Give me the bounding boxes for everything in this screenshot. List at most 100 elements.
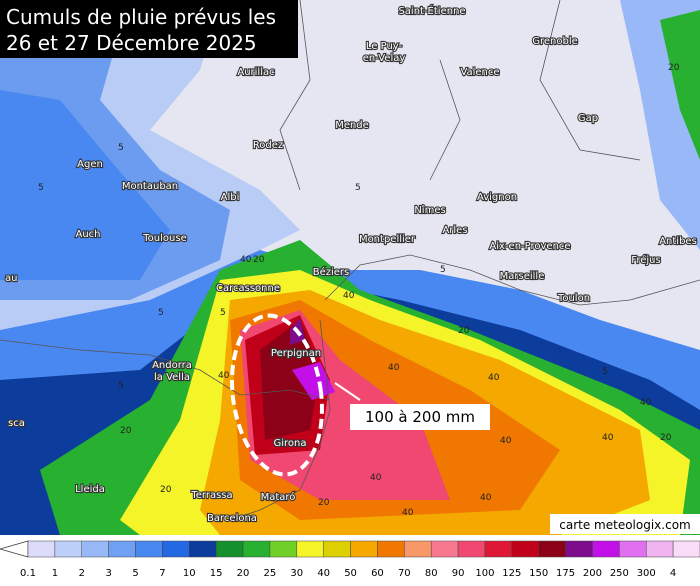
legend-label: 40 (317, 568, 330, 579)
city-label: Avignon (477, 192, 517, 203)
legend-swatch (350, 540, 378, 558)
city-label: Lleida (75, 484, 105, 495)
contour-label: 40 (480, 493, 492, 503)
city-label: Béziers (313, 266, 350, 278)
legend-swatch (565, 540, 593, 558)
city-label: en-Velay (363, 53, 406, 64)
city-label: Arles (442, 225, 467, 236)
city-label: Montauban (122, 181, 178, 192)
city-label: Toulon (557, 293, 590, 304)
contour-label: 40 (500, 436, 512, 446)
credit: carte meteologix.com (559, 518, 690, 532)
legend-swatch (269, 540, 298, 558)
legend-label: 175 (556, 568, 575, 579)
city-label: Grenoble (532, 36, 578, 47)
city-label: Nîmes (414, 204, 445, 216)
city-label: Aurillac (237, 67, 274, 78)
legend-swatch (511, 540, 539, 558)
legend-label: 80 (425, 568, 438, 579)
legend-label: 60 (371, 568, 384, 579)
city-label: Barcelona (207, 513, 257, 524)
borders (0, 0, 700, 521)
rain-field (0, 0, 700, 535)
legend-swatch (135, 540, 163, 558)
highlight-ellipse (230, 313, 324, 477)
contour-label: 5 (38, 183, 44, 193)
city-label: Montpellier (359, 234, 416, 245)
title-box (0, 0, 298, 58)
city-label: Perpignan (271, 348, 321, 359)
legend-label: 150 (529, 568, 548, 579)
contour-label: 40 (640, 398, 652, 408)
city-label: Albi (221, 192, 240, 203)
legend-swatch (457, 540, 486, 558)
legend-label: 100 (475, 568, 494, 579)
contour-label: 20 (668, 63, 680, 73)
legend-swatch (619, 540, 647, 558)
pointer (334, 382, 361, 401)
city-label: Marseille (500, 271, 545, 282)
legend-label: 1 (52, 568, 58, 579)
legend-swatch (215, 540, 244, 558)
annotation-box (350, 404, 490, 430)
city-label: Auch (75, 229, 100, 240)
legend-label: 70 (398, 568, 411, 579)
contour-label: 40 (343, 291, 355, 301)
legend-swatch (484, 540, 513, 558)
contour-label: 40 (218, 371, 230, 381)
city-label: au (5, 273, 17, 284)
contour-label: 20 (160, 485, 172, 495)
legend-swatch (538, 540, 566, 558)
city-label: Gap (578, 113, 598, 124)
contour-label: 5 (118, 143, 124, 153)
contour-label: 40 (370, 473, 382, 483)
legend-swatch (189, 540, 217, 558)
contour-label: 5 (440, 265, 446, 275)
legend-label: 0.1 (20, 568, 36, 579)
city-label: Valence (460, 67, 499, 78)
legend-label: 20 (237, 568, 250, 579)
city-label: la Vella (154, 372, 190, 383)
legend-swatch (162, 540, 190, 558)
contour-label: 20 (253, 255, 265, 265)
legend-swatch (296, 540, 324, 558)
legend-swatch (108, 540, 136, 558)
city-label: Mataró (261, 491, 296, 503)
contour-label: 20 (458, 326, 470, 336)
legend-label: 90 (452, 568, 465, 579)
legend-label: 300 (637, 568, 656, 579)
legend-label: 15 (210, 568, 223, 579)
annotation: 100 à 200 mm (365, 408, 475, 426)
legend-label: 125 (502, 568, 521, 579)
city-label: Girona (273, 438, 306, 449)
contour-label: 5 (158, 308, 164, 318)
contour-label: 40 (240, 255, 252, 265)
city-label: Agen (77, 159, 103, 170)
contour-label: 20 (120, 426, 132, 436)
city-label: sca (8, 418, 25, 429)
contour-label: 40 (388, 363, 400, 373)
city-label: Antibes (659, 236, 697, 247)
credit-box (550, 514, 700, 534)
contour-label: 5 (602, 367, 608, 377)
city-label: Fréjus (631, 254, 660, 266)
legend-swatch (323, 540, 351, 558)
legend-label: 30 (290, 568, 303, 579)
legend-swatch (81, 540, 109, 558)
city-label: Saint-Étienne (398, 4, 465, 17)
legend-label: 2 (79, 568, 85, 579)
legend-swatch (592, 540, 620, 558)
contour-label: 20 (318, 498, 330, 508)
legend-label: 7 (159, 568, 165, 579)
city-label: Le Puy- (366, 41, 403, 52)
city-label: Toulouse (142, 233, 186, 244)
title-line: 26 et 27 Décembre 2025 (6, 31, 257, 55)
contour-label: 40 (402, 508, 414, 518)
title-line: Cumuls de pluie prévus les (6, 5, 276, 29)
legend-swatch (430, 540, 459, 558)
contour-label: 40 (602, 433, 614, 443)
city-label: Aix-en-Provence (489, 241, 570, 252)
legend-swatch (377, 540, 405, 558)
legend-label: 5 (132, 568, 138, 579)
contour-label: 5 (355, 183, 361, 193)
